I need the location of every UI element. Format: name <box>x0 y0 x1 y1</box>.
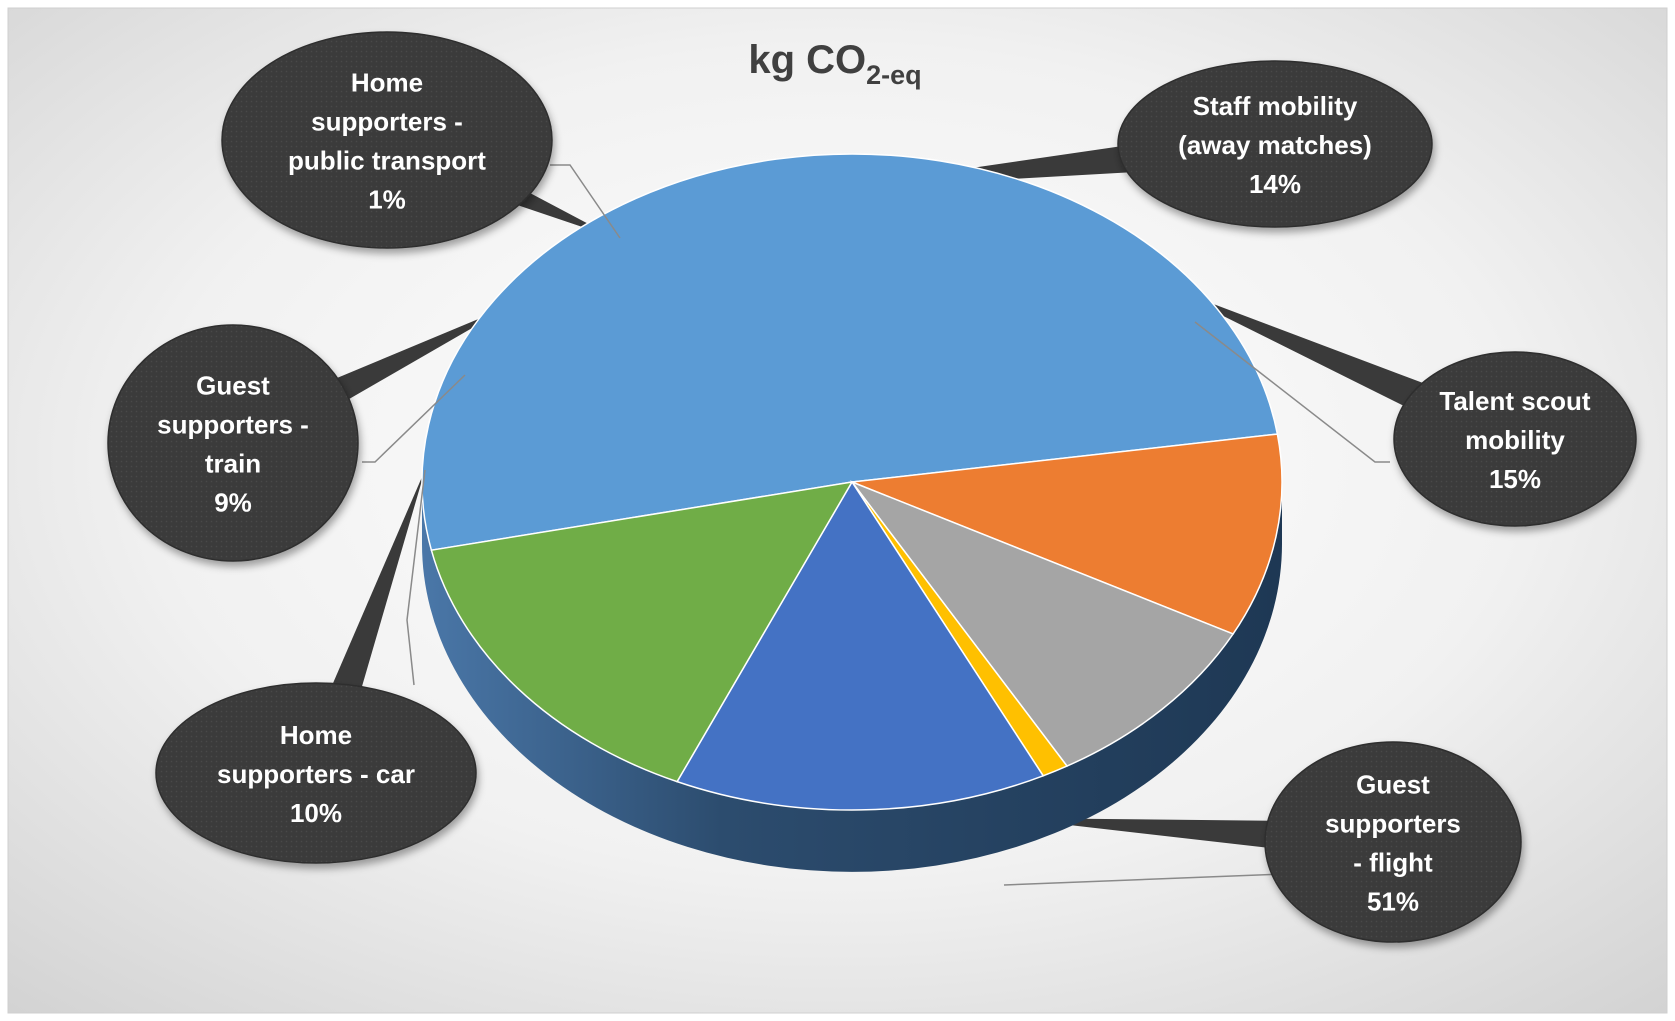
slice-label-line: Home <box>280 720 352 750</box>
callout-bubble: Talent scout mobility 15% <box>1393 351 1637 527</box>
pie-slice <box>421 153 1279 552</box>
slice-label: Home supporters - car 10% <box>217 720 415 828</box>
chart-title-subscript: 2-eq <box>866 60 922 90</box>
callout-bubble-shape <box>1264 741 1522 943</box>
pie-top-face <box>421 153 1283 811</box>
slice-percent-label: 14% <box>1249 169 1301 199</box>
slice-label-line: Guest <box>196 371 270 401</box>
callout-bubble: Staff mobility (away matches) 14% <box>1117 60 1433 228</box>
callout-bubble-shape <box>155 682 477 864</box>
callout-bubble-shape <box>221 31 553 249</box>
callout-bubble-shape <box>1117 60 1433 228</box>
chart-title-main: kg CO <box>748 38 866 82</box>
slice-percent-label: 51% <box>1367 887 1419 917</box>
slice-label-line: - flight <box>1353 848 1433 878</box>
pie-slice <box>849 480 1235 767</box>
slice-label: Talent scout mobility 15% <box>1439 386 1591 494</box>
pie-slice <box>851 433 1283 635</box>
callout-bubble: Guest supporters - flight 51% <box>1264 741 1522 943</box>
pie-side-wall-shape <box>422 482 1282 872</box>
leader-line <box>550 164 621 239</box>
slice-label-line: train <box>205 449 261 479</box>
slice-label-line: mobility <box>1465 425 1565 455</box>
slice-percent-label: 15% <box>1489 464 1541 494</box>
slice-label-line: supporters - <box>311 107 463 137</box>
slice-label-line: public transport <box>288 146 486 176</box>
slice-label-line: Guest <box>1356 770 1430 800</box>
slice-percent-label: 10% <box>290 798 342 828</box>
callout-bubble: Home supporters - car 10% <box>155 682 477 864</box>
pie-slice <box>675 480 1045 811</box>
slice-label-line: Home <box>351 68 423 98</box>
pie-slice <box>430 481 854 783</box>
pie-side-wall <box>422 482 1282 872</box>
callout-bubble-shape <box>107 324 359 562</box>
slice-label-line: Talent scout <box>1439 386 1591 416</box>
slice-percent-label: 9% <box>214 488 252 518</box>
slice-percent-label: 1% <box>368 185 406 215</box>
slice-label: Home supporters - public transport 1% <box>288 68 486 215</box>
slice-label-line: Staff mobility <box>1193 91 1358 121</box>
callout-bubble-shape <box>1393 351 1637 527</box>
leader-line <box>406 469 426 686</box>
leader-line <box>362 374 466 463</box>
chart-title: kg CO2-eq <box>748 38 921 90</box>
callout-bubble: Guest supporters - train 9% <box>107 324 359 562</box>
slice-label: Staff mobility (away matches) 14% <box>1178 91 1372 199</box>
slice-label: Guest supporters - flight 51% <box>1325 770 1461 917</box>
slice-label: Guest supporters - train 9% <box>157 371 309 518</box>
slice-label-line: (away matches) <box>1178 130 1372 160</box>
slice-label-line: supporters - <box>157 410 309 440</box>
slice-label-line: supporters <box>1325 809 1461 839</box>
callout-bubbles: Guest supporters - flight 51% Home supporters… <box>107 31 1637 943</box>
slice-label-line: supporters - car <box>217 759 415 789</box>
leader-line <box>1194 321 1390 463</box>
callout-bubble: Home supporters - public transport 1% <box>221 31 553 249</box>
